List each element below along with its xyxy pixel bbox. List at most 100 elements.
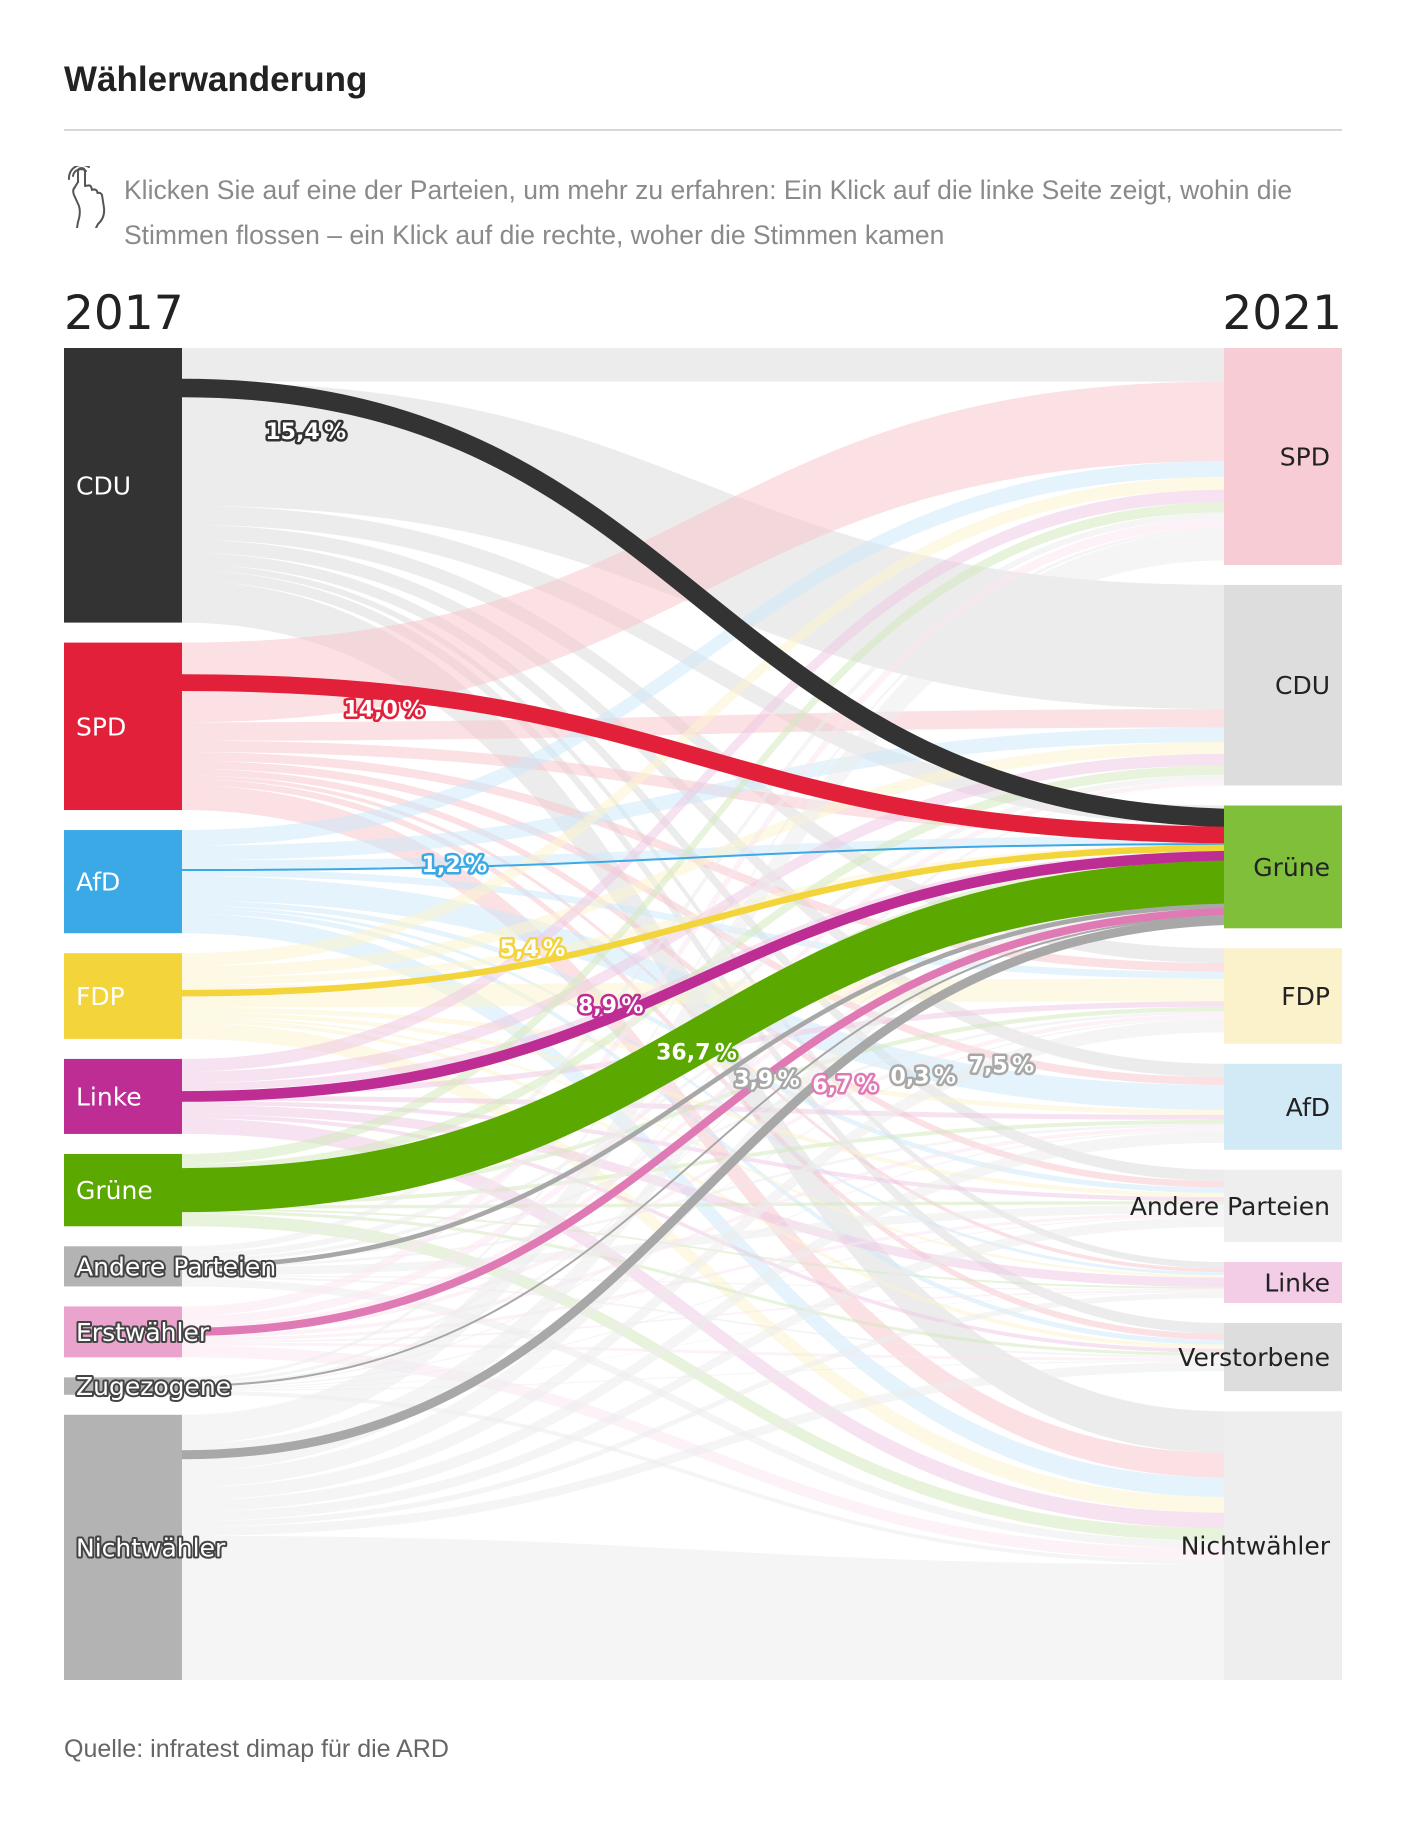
flow-label-zuge: 0,3 % <box>891 1064 956 1089</box>
flow-label-nicht: 7,5 % <box>969 1053 1034 1078</box>
hand-pointer-icon <box>67 166 106 228</box>
flow-label-andere: 3,9 % <box>734 1068 799 1093</box>
right-node-fdp[interactable] <box>1224 948 1342 1044</box>
title-divider <box>64 129 1342 131</box>
highlight-flow-afd[interactable] <box>181 842 1255 872</box>
left-node-label-linke: Linke <box>76 1082 142 1111</box>
left-node-cdu[interactable] <box>64 348 182 623</box>
flow-ribbon-erst-fdp <box>182 1013 1224 1335</box>
flow-label-cdu: 15,4 % <box>265 420 346 445</box>
highlight-flow-cdu[interactable] <box>181 378 1255 828</box>
right-node-label-spd: SPD <box>1280 442 1330 471</box>
right-node-afd[interactable] <box>1224 1063 1342 1150</box>
left-node-label-erst: Erstwähler <box>76 1318 210 1347</box>
right-node-label-gruene: Grüne <box>1253 853 1330 882</box>
flow-ribbon-afd-gruene <box>182 835 1224 870</box>
flow-ribbon-nicht-fdp <box>182 1019 1224 1501</box>
right-node-label-afd: AfD <box>1286 1093 1330 1122</box>
highlighted-flows <box>181 378 1255 1460</box>
right-node-label-linke: Linke <box>1264 1269 1330 1298</box>
flow-ribbon-spd-spd <box>182 381 1224 723</box>
left-node-erst[interactable] <box>64 1306 182 1358</box>
flow-label-linke: 8,9 % <box>578 994 643 1019</box>
flow-ribbon-gruene-cdu <box>182 765 1224 1174</box>
flow-ribbon-andere-spd <box>182 512 1224 1253</box>
highlight-flow-andere[interactable] <box>181 903 1255 1269</box>
flow-ribbon-afd-spd <box>182 461 1224 846</box>
flow-ribbon-cdu-gruene <box>182 505 1224 825</box>
flow-ribbon-gruene-afd <box>182 1119 1224 1206</box>
flow-ribbon-cdu-andere <box>182 552 1224 1181</box>
flow-ribbon-fdp-nicht <box>182 1023 1224 1513</box>
flow-ribbon-nicht-linke <box>182 1292 1224 1527</box>
flow-ribbon-nicht-afd <box>182 1131 1224 1512</box>
flow-ribbon-gruene-nicht <box>182 1213 1224 1541</box>
flow-ribbon-fdp-linke <box>182 1016 1224 1278</box>
source-note: Quelle: infratest dimap für die ARD <box>64 1735 449 1763</box>
flow-ribbon-fdp-cdu <box>182 742 1224 978</box>
flow-ribbon-linke-andere <box>182 1100 1224 1202</box>
right-node-gruene[interactable] <box>1224 805 1342 929</box>
flow-ribbon-nicht-spd <box>182 531 1224 1444</box>
left-node-gruene[interactable] <box>64 1153 182 1227</box>
flow-ribbon-fdp-spd <box>182 476 1224 966</box>
highlight-flow-fdp[interactable] <box>181 844 1255 997</box>
year-label-left: 2017 <box>64 286 184 341</box>
left-node-nicht[interactable] <box>64 1414 182 1680</box>
flow-ribbon-andere-gruene <box>182 882 1224 1262</box>
right-node-label-andere: Andere Parteien <box>1130 1192 1330 1221</box>
instruction-text: Klicken Sie auf eine der Parteien, um me… <box>124 175 1293 250</box>
flow-ribbon-andere-nicht <box>182 1278 1224 1549</box>
flow-ribbon-gruene-spd <box>182 502 1224 1165</box>
flow-ribbon-zuge-andere <box>182 1216 1224 1390</box>
flow-ribbon-nicht-nicht <box>182 1535 1224 1680</box>
chart-title: Wählerwanderung <box>64 60 368 99</box>
flow-ribbon-spd-nicht <box>182 785 1224 1478</box>
left-node-label-nicht: Nichtwähler <box>76 1533 226 1562</box>
flow-ribbon-nicht-andere <box>182 1217 1224 1522</box>
right-node-label-verst: Verstorbene <box>1178 1343 1330 1372</box>
highlight-flow-erst[interactable] <box>181 907 1255 1336</box>
flow-ribbon-erst-afd <box>182 1126 1224 1338</box>
left-node-label-cdu: CDU <box>76 471 131 500</box>
flow-ribbon-nicht-verst <box>182 1361 1224 1536</box>
flow-label-spd: 14,0 % <box>344 698 425 723</box>
left-node-linke[interactable] <box>64 1058 182 1134</box>
flow-ribbon-zuge-verst <box>182 1360 1224 1391</box>
flow-ribbon-cdu-verst <box>182 570 1224 1334</box>
flow-ribbon-andere-andere <box>182 1204 1224 1276</box>
flow-label-fdp: 5,4 % <box>500 937 565 962</box>
right-node-label-cdu: CDU <box>1275 671 1330 700</box>
flow-label-gruene: 36,7 % <box>656 1041 737 1066</box>
left-node-label-fdp: FDP <box>76 982 125 1011</box>
right-node-column: SPD CDU Grüne FDP AfD Andere Parteien Linke Ver… <box>1130 348 1342 1680</box>
highlight-flow-gruene[interactable] <box>181 860 1255 1213</box>
flow-ribbon-zuge-linke <box>182 1291 1224 1390</box>
right-node-label-nicht: Nichtwähler <box>1181 1532 1331 1561</box>
right-node-cdu[interactable] <box>1224 584 1342 786</box>
flow-ribbon-cdu-fdp <box>182 524 1224 964</box>
left-node-label-gruene: Grüne <box>76 1176 153 1205</box>
right-node-linke[interactable] <box>1224 1262 1342 1303</box>
left-node-spd[interactable] <box>64 642 182 811</box>
left-node-afd[interactable] <box>64 830 182 934</box>
right-node-andere[interactable] <box>1224 1169 1342 1243</box>
left-node-column: CDU SPD AfD FDP Linke Grüne Andere Parteien Ers… <box>64 348 278 1680</box>
right-node-nicht[interactable] <box>1224 1411 1342 1680</box>
flow-ribbon-afd-cdu <box>182 727 1224 861</box>
right-node-verst[interactable] <box>1224 1322 1342 1392</box>
left-node-label-spd: SPD <box>76 712 126 741</box>
left-node-label-andere: Andere Parteien <box>76 1252 276 1281</box>
left-node-zuge[interactable] <box>64 1377 182 1395</box>
highlight-flow-spd[interactable] <box>181 674 1255 844</box>
flow-ribbon-andere-linke <box>182 1275 1224 1291</box>
left-node-andere[interactable] <box>64 1246 182 1287</box>
left-node-fdp[interactable] <box>64 953 182 1039</box>
right-node-spd[interactable] <box>1224 348 1342 565</box>
highlight-flow-nicht[interactable] <box>181 915 1255 1460</box>
flow-ribbon-erst-gruene <box>182 885 1224 1330</box>
highlight-flow-zuge[interactable] <box>181 914 1255 1388</box>
flow-ribbon-cdu-spd <box>182 348 1224 382</box>
highlight-flow-linke[interactable] <box>181 850 1255 1102</box>
